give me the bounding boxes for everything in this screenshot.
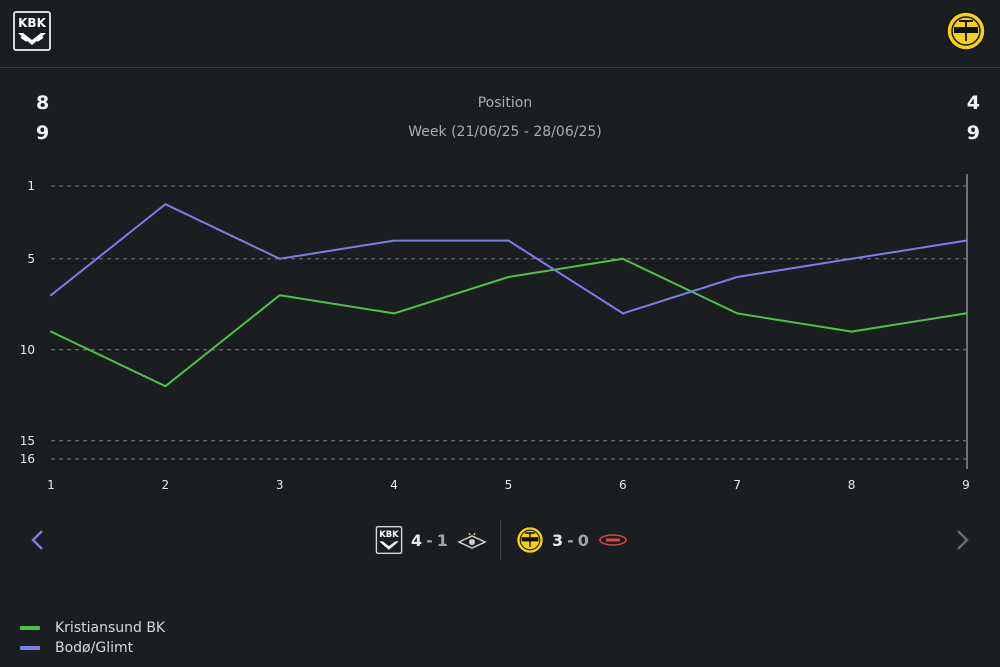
kristiansund-logo-small: KBK [375, 526, 403, 554]
data-point-1-1 [164, 203, 167, 206]
x-tick-label-5: 5 [505, 478, 513, 492]
y-tick-label-1: 1 [27, 179, 35, 193]
data-point-1-4 [507, 239, 510, 242]
data-point-0-2 [278, 294, 281, 297]
x-tick-label-1: 1 [47, 478, 55, 492]
data-point-0-3 [393, 312, 396, 315]
legend-swatch-kristiansund [20, 626, 40, 630]
results-bar: KBK 4-1 3-0 [0, 520, 1000, 560]
match-result-away[interactable]: 3-0 [516, 526, 628, 554]
home-week-value: 9 [36, 122, 50, 144]
y-tick-label-10: 10 [20, 343, 35, 357]
match1-away-goals: 1 [436, 530, 449, 550]
x-tick-label-6: 6 [619, 478, 627, 492]
svg-text:KBK: KBK [18, 16, 46, 30]
data-point-0-6 [736, 312, 739, 315]
away-position-value: 4 [966, 92, 980, 114]
data-point-0-5 [621, 257, 624, 260]
data-point-0-8 [965, 312, 967, 315]
y-tick-label-15: 15 [20, 434, 35, 448]
home-position-value: 8 [36, 92, 50, 114]
x-tick-label-8: 8 [848, 478, 856, 492]
legend: Kristiansund BK Bodø/Glimt [20, 618, 165, 658]
data-point-1-6 [736, 276, 739, 278]
legend-label-kristiansund: Kristiansund BK [55, 620, 166, 636]
bodo-glimt-logo-small [516, 526, 544, 554]
bodo-glimt-logo [946, 11, 986, 51]
data-point-1-7 [850, 257, 853, 260]
x-tick-label-2: 2 [162, 478, 170, 492]
match2-away-goals: 0 [577, 530, 590, 550]
x-tick-label-7: 7 [733, 478, 741, 492]
legend-item-kristiansund: Kristiansund BK [20, 618, 165, 638]
data-point-0-0 [50, 330, 52, 333]
svg-text:KBK: KBK [379, 529, 399, 539]
rosenborg-logo [457, 532, 487, 549]
x-tick-label-9: 9 [962, 478, 970, 492]
match2-score: 3-0 [552, 531, 590, 550]
brann-logo [599, 534, 627, 546]
legend-item-bodo-glimt: Bodø/Glimt [20, 638, 165, 658]
results-divider [500, 520, 501, 560]
kristiansund-logo: KBK [13, 11, 51, 51]
x-tick-label-3: 3 [276, 478, 284, 492]
metric-label: Position [477, 95, 533, 111]
match2-home-goals: 3 [552, 530, 565, 550]
y-tick-label-16: 16 [20, 452, 35, 466]
period-label: Week (21/06/25 - 28/06/25) [408, 124, 602, 140]
data-point-1-3 [393, 239, 396, 242]
y-tick-label-5: 5 [27, 252, 35, 266]
data-point-1-2 [278, 257, 281, 260]
chevron-right-icon[interactable] [952, 528, 972, 552]
data-point-0-4 [507, 276, 510, 278]
match1-score: 4-1 [411, 531, 449, 550]
data-point-1-0 [50, 294, 52, 297]
data-point-1-8 [965, 239, 967, 242]
legend-label-bodo-glimt: Bodø/Glimt [55, 640, 134, 656]
legend-swatch-bodo-glimt [20, 646, 40, 650]
away-week-value: 9 [966, 122, 980, 144]
data-point-0-1 [164, 385, 167, 388]
header: KBK [0, 0, 1000, 68]
match1-separator: - [426, 530, 434, 550]
x-tick-label-4: 4 [390, 478, 398, 492]
match-result-home[interactable]: KBK 4-1 [375, 526, 487, 554]
chevron-left-icon[interactable] [28, 528, 48, 552]
match1-home-goals: 4 [411, 530, 424, 550]
data-point-1-5 [621, 312, 624, 315]
data-point-0-7 [850, 330, 853, 333]
match2-separator: - [567, 530, 575, 550]
